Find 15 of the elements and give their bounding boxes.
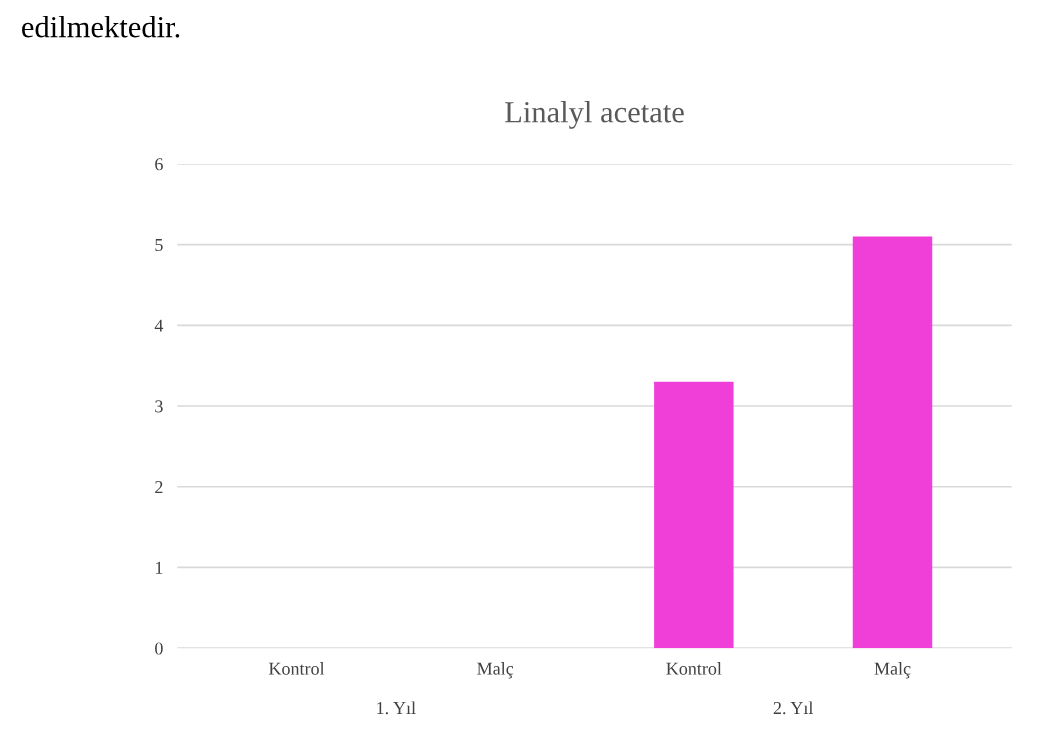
- y-tick-label: 1: [155, 561, 163, 574]
- y-tick-label: 0: [155, 642, 163, 655]
- y-tick-label: 5: [155, 239, 163, 252]
- y-tick-label: 4: [154, 319, 164, 332]
- x-tick-label: Kontrol: [268, 662, 325, 675]
- text: edilmektedir.: [22, 15, 180, 38]
- y-tick-label: 3: [155, 400, 163, 413]
- y-tick-label: 6: [155, 158, 163, 171]
- y-tick-label: 2: [155, 481, 163, 493]
- x-tick-label: Kontrol: [666, 662, 722, 675]
- text: 2. Yıl: [773, 701, 814, 715]
- text: 1. Yıl: [377, 701, 416, 715]
- chart-title: Linalyl acetate: [505, 101, 684, 129]
- x-tick-label: Malç: [874, 662, 911, 679]
- x-tick-label: Malç: [477, 662, 514, 679]
